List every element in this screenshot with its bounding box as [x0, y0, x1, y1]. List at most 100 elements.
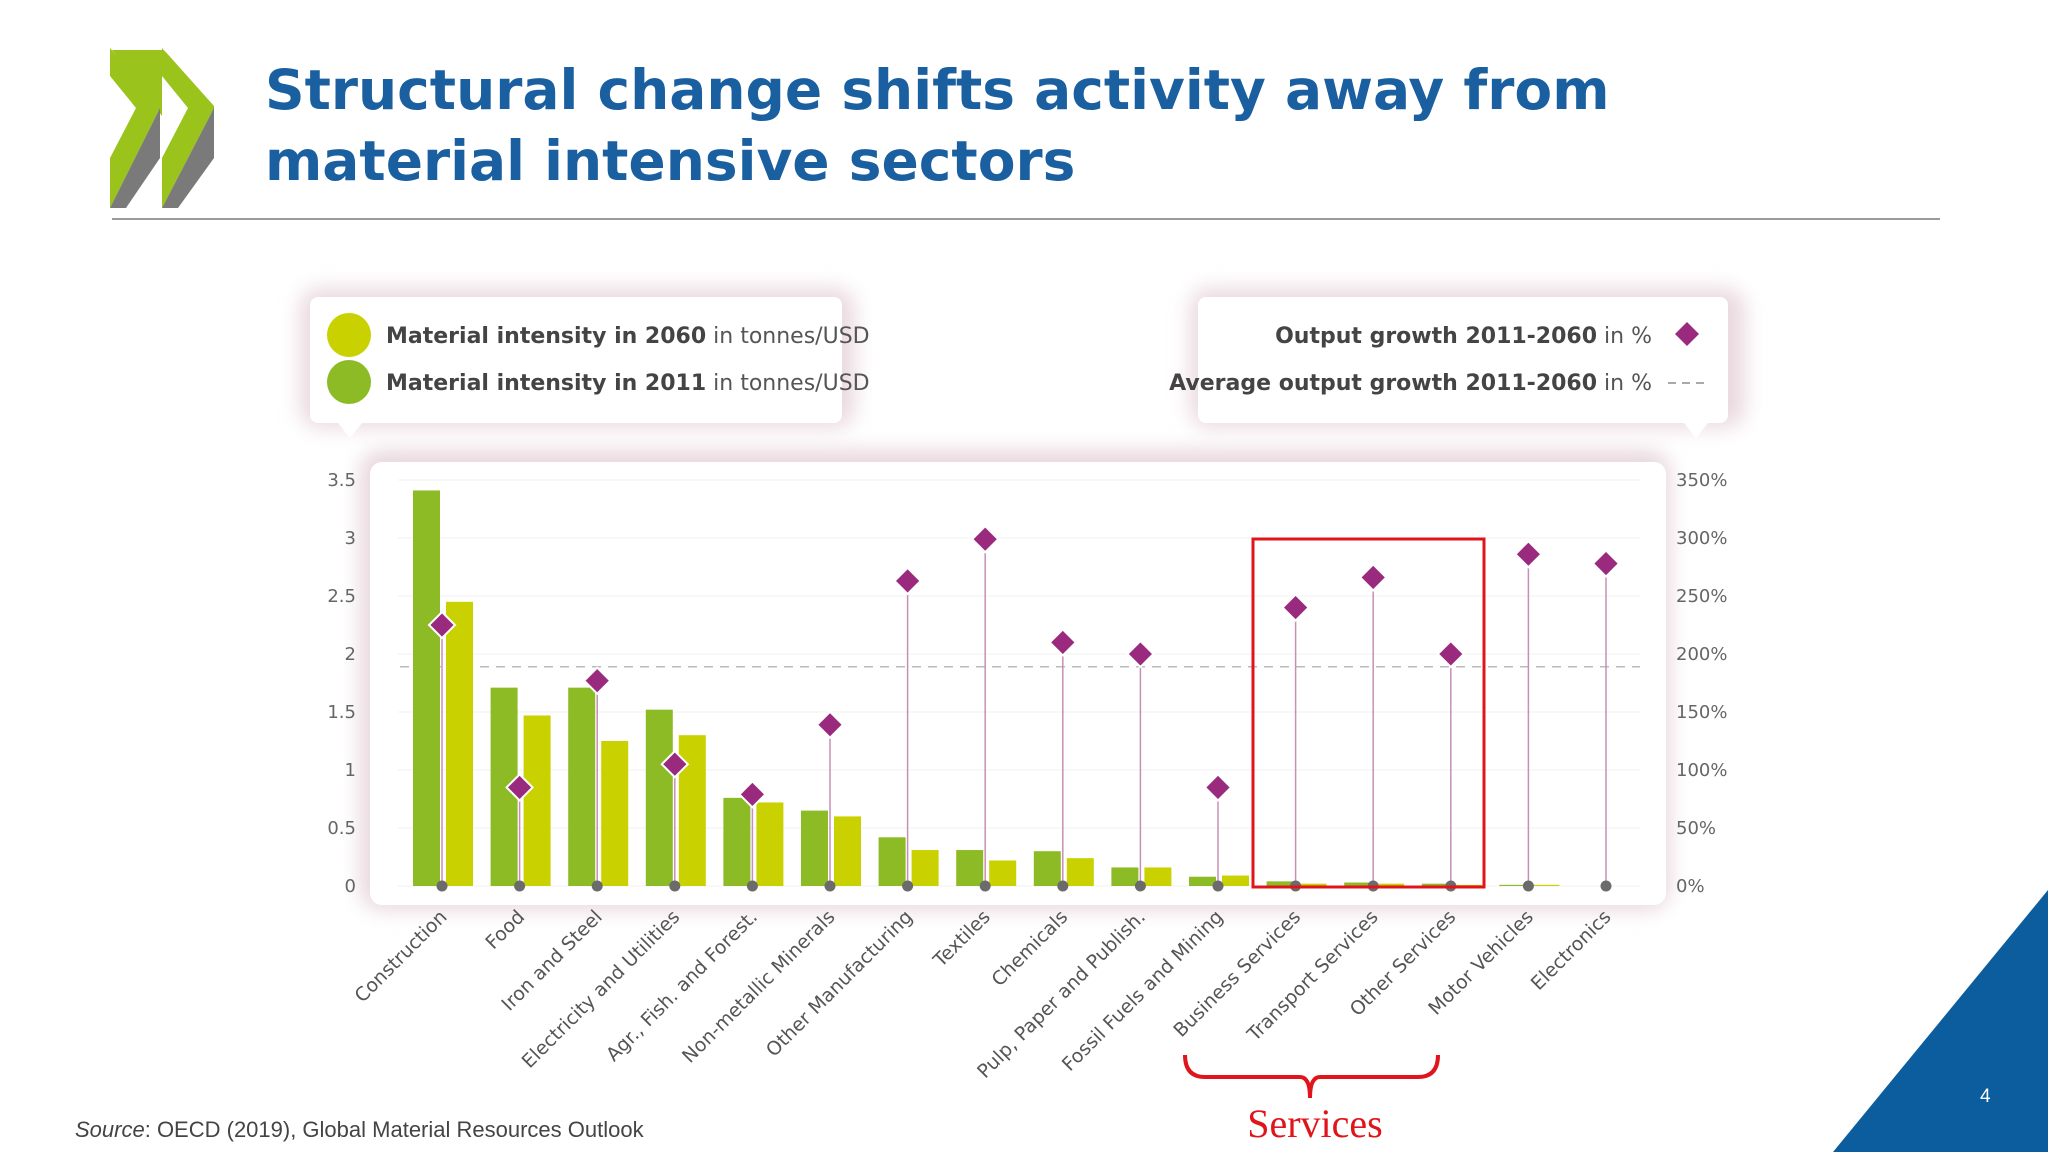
stem-base-dot [1600, 880, 1612, 892]
bar-2060 [911, 850, 939, 886]
source-text: : OECD (2019), Global Material Resources… [144, 1117, 644, 1142]
stem-base-dot [1057, 880, 1069, 892]
bar-2011 [568, 687, 596, 886]
bar-2060 [1532, 884, 1560, 886]
stem-base-dot [824, 880, 836, 892]
bar-2060 [678, 735, 706, 886]
bar-2011 [413, 490, 440, 886]
stem-base-dot [514, 880, 526, 892]
bar-2060 [446, 601, 473, 886]
bar-2011 [723, 797, 751, 886]
right-tick-label: 250% [1676, 586, 1727, 607]
growth-marker [427, 610, 457, 640]
left-axis-ticks: 0 0.5 1 1.5 2 2.5 3 3.5 [327, 470, 356, 897]
bar-2011 [1421, 883, 1449, 886]
category-label: Business Services [1169, 906, 1305, 1042]
legend-growth-unit: in % [1597, 324, 1652, 349]
stem-base-dot [1522, 880, 1534, 892]
category-label: Chemicals [987, 906, 1072, 991]
bar-2011 [1266, 881, 1294, 886]
slide-title: Structural change shifts activity away f… [265, 58, 1610, 193]
category-label: Electronics [1527, 906, 1616, 995]
growth-marker [1513, 539, 1543, 569]
category-label: Fossil Fuels and Mining [1058, 906, 1228, 1076]
legend-2011-label: Material intensity in 2011 [386, 371, 706, 396]
category-label: Electricity and Utilities [518, 906, 685, 1073]
left-tick-label: 3.5 [327, 470, 356, 491]
bar-2011 [1499, 884, 1527, 886]
bar-2011 [878, 837, 906, 886]
source-note: Source: OECD (2019), Global Material Res… [75, 1117, 644, 1143]
stem-base-dot [436, 880, 448, 892]
right-tick-label: 200% [1676, 644, 1727, 665]
stem-base-dot [979, 880, 991, 892]
svg-text:Material intensity in 2060 in: Material intensity in 2060 in tonnes/USD [386, 324, 870, 349]
growth-stems [441, 539, 1607, 886]
category-label: Transport Services [1242, 906, 1382, 1046]
legend-left: Material intensity in 2060 in tonnes/USD… [310, 297, 870, 438]
growth-marker [893, 566, 923, 596]
bar-2011 [956, 850, 984, 886]
legend-average-label: Average output growth 2011-2060 [1169, 371, 1597, 396]
category-label: Food [481, 906, 529, 954]
source-label: Source [75, 1117, 145, 1142]
left-tick-label: 1.5 [327, 702, 356, 723]
logo-chevron-2 [162, 48, 214, 208]
bar-2011 [801, 810, 828, 886]
bar-2060 [989, 860, 1017, 886]
right-axis-ticks: 0% 50% 100% 150% 200% 250% 300% 350% [1676, 470, 1727, 897]
growth-markers [427, 524, 1621, 892]
svg-text:Average output growth 2011-206: Average output growth 2011-2060 in % [1169, 371, 1652, 396]
growth-marker [737, 779, 767, 809]
left-tick-label: 0 [345, 876, 356, 897]
svg-text:Output growth 2011-2060 in %: Output growth 2011-2060 in % [1275, 324, 1652, 349]
legend-swatch-2060 [327, 313, 371, 357]
stem-base-dot [1212, 880, 1224, 892]
bar-2060 [756, 802, 784, 886]
bar-2011 [1111, 867, 1139, 886]
right-tick-label: 50% [1676, 818, 1716, 839]
services-annotation: Services [1247, 1101, 1383, 1146]
right-tick-label: 0% [1676, 876, 1705, 897]
growth-marker [1281, 593, 1311, 623]
bars [413, 490, 1560, 886]
legend-2060-unit: in tonnes/USD [706, 324, 869, 349]
growth-marker [815, 710, 845, 740]
left-tick-label: 2.5 [327, 586, 356, 607]
stem-base-dot [669, 880, 681, 892]
legend-swatch-2011 [327, 360, 371, 404]
growth-marker [1048, 627, 1078, 657]
svg-text:Material intensity in 2011 in: Material intensity in 2011 in tonnes/USD [386, 371, 870, 396]
growth-marker [970, 524, 1000, 554]
bar-2011 [1344, 882, 1372, 886]
right-tick-label: 350% [1676, 470, 1727, 491]
category-label: Other Manufacturing [762, 906, 917, 1061]
page-number: 4 [1980, 1086, 1991, 1107]
corner-triangle [1833, 890, 2048, 1152]
growth-marker [1203, 772, 1233, 802]
legend-2060-label: Material intensity in 2060 [386, 324, 706, 349]
plot-panel [370, 462, 1666, 905]
title-divider [112, 218, 1940, 220]
legend-growth-label: Output growth 2011-2060 [1275, 324, 1597, 349]
category-label: Textiles [929, 906, 995, 972]
bar-2060 [1377, 883, 1405, 886]
services-brace [1183, 1054, 1440, 1099]
bar-2060 [1299, 883, 1327, 886]
bar-2060 [1454, 884, 1482, 886]
category-label: Agr., Fish. and Forest. [602, 906, 762, 1066]
logo-chevron-grey-1 [110, 108, 160, 208]
logo-chevron-1 [110, 48, 160, 208]
growth-marker [1358, 563, 1388, 592]
growth-marker [1125, 639, 1155, 669]
right-tick-label: 100% [1676, 760, 1727, 781]
growth-marker [660, 749, 690, 779]
stem-base-dot [1134, 880, 1146, 892]
legend-right: Output growth 2011-2060 in % Average out… [1169, 297, 1728, 438]
right-tick-label: 150% [1676, 702, 1727, 723]
bar-2060 [601, 741, 629, 886]
stem-base-dot [591, 880, 603, 892]
legend-2011-unit: in tonnes/USD [706, 371, 869, 396]
